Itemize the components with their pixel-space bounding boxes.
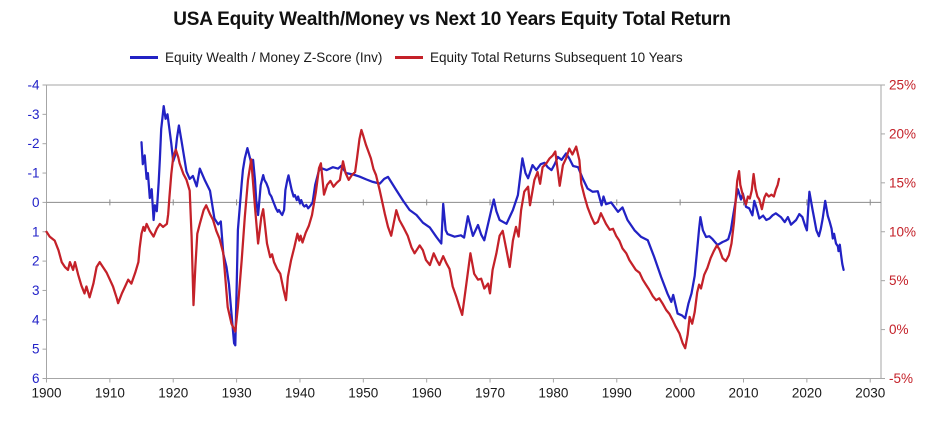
legend-label-zscore: Equity Wealth / Money Z-Score (Inv)	[165, 49, 383, 65]
left-axis-tick-label: 2	[32, 254, 40, 269]
x-axis-tick-label: 2010	[728, 386, 758, 401]
legend-label-returns: Equity Total Returns Subsequent 10 Years	[430, 49, 683, 65]
x-axis-tick-label: 1960	[412, 386, 442, 401]
legend-item-returns: Equity Total Returns Subsequent 10 Years	[395, 48, 683, 66]
red-line-swatch-icon	[395, 55, 423, 59]
right-axis-tick-label: 0%	[889, 322, 909, 337]
plot-area-border	[46, 84, 882, 379]
x-axis-tick-label: 2000	[665, 386, 695, 401]
left-axis-tick-label: -1	[27, 166, 39, 181]
x-axis-tick-label: 1990	[602, 386, 632, 401]
right-axis-tick-label: -5%	[889, 371, 913, 386]
left-axis-tick-label: 0	[32, 195, 40, 210]
right-axis-tick-label: 15%	[889, 175, 916, 190]
right-axis-tick-label: 5%	[889, 273, 909, 288]
left-axis-tick-label: 4	[32, 312, 40, 327]
x-axis-tick-label: 1980	[538, 386, 568, 401]
left-axis-tick-label: -4	[27, 78, 39, 93]
x-axis-tick-label: 1900	[31, 386, 61, 401]
legend-item-zscore: Equity Wealth / Money Z-Score (Inv)	[130, 48, 382, 66]
right-axis-tick-label: 20%	[889, 126, 916, 141]
x-axis-tick-label: 1930	[222, 386, 252, 401]
chart-title: USA Equity Wealth/Money vs Next 10 Years…	[173, 9, 731, 30]
left-axis-tick-label: 5	[32, 342, 40, 357]
x-axis-tick-label: 1950	[348, 386, 378, 401]
left-axis-tick-label: -2	[27, 136, 39, 151]
right-axis-tick-label: 25%	[889, 78, 916, 93]
returns-series-line	[45, 128, 781, 350]
left-axis-tick-label: 6	[32, 371, 40, 386]
x-axis-tick-label: 1940	[285, 386, 315, 401]
left-axis-tick-label: -3	[27, 107, 39, 122]
x-axis-tick-label: 1910	[95, 386, 125, 401]
x-axis-tick-label: 1970	[475, 386, 505, 401]
right-axis-tick-label: 10%	[889, 224, 916, 239]
x-axis-tick-label: 2020	[792, 386, 822, 401]
blue-line-swatch-icon	[130, 55, 158, 59]
left-axis-tick-label: 3	[32, 283, 40, 298]
zscore-series-line	[140, 104, 845, 347]
x-axis-tick-label: 1920	[158, 386, 188, 401]
x-axis-tick-label: 2030	[855, 386, 885, 401]
left-axis-tick-label: 1	[32, 224, 40, 239]
